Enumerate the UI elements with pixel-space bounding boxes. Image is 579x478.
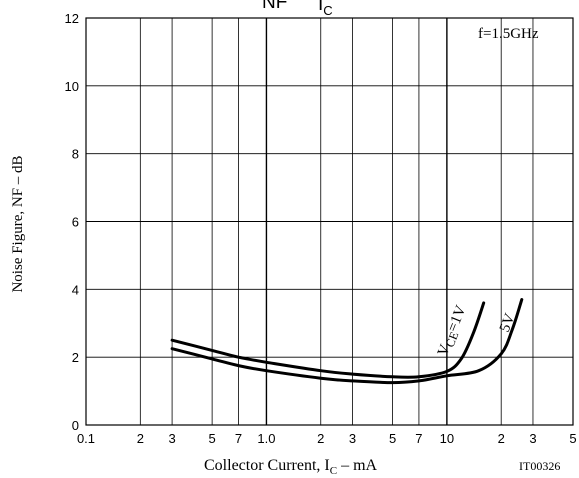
series-line-5v [170,298,524,385]
x-tick-label: 7 [235,431,242,446]
x-tick-label: 2 [317,431,324,446]
x-tick-label: 5 [209,431,216,446]
x-tick-label: 3 [168,431,175,446]
y-tick-label: 0 [72,418,79,433]
x-tick-label: 5 [389,431,396,446]
y-tick-label: 10 [65,79,79,94]
y-tick-label: 2 [72,350,79,365]
y-tick-label: 12 [65,11,79,26]
x-tick-label: 1.0 [257,431,275,446]
x-tick-label: 7 [415,431,422,446]
chart-title-ic: IC [318,0,333,18]
grid-layer [86,18,573,425]
series-line-vce-1v [170,301,486,379]
tick-labels: 0.1 2 3 5 7 1.0 2 3 5 7 10 2 3 5 0 2 4 6 8 10 12 [65,11,577,446]
frequency-annotation: f=1.5GHz [478,26,539,42]
x-tick-label: 10 [440,431,454,446]
plot-frame [85,17,574,426]
y-axis-label: Noise Figure, NF – dB [10,155,26,292]
y-tick-label: 6 [72,215,79,230]
x-tick-label: 3 [529,431,536,446]
x-tick-label: 3 [349,431,356,446]
x-axis-label: Collector Current, IC – mA [204,457,378,477]
figure-id: IT00326 [519,459,560,473]
chart-title-nf: NF [262,0,287,13]
series-label-5v: 5V [497,311,519,334]
y-tick-label: 8 [72,147,79,162]
x-tick-label: 0.1 [77,431,95,446]
series-layer [170,298,524,385]
x-tick-label: 5 [569,431,576,446]
y-tick-label: 4 [72,282,79,297]
x-tick-label: 2 [137,431,144,446]
x-tick-label: 2 [498,431,505,446]
